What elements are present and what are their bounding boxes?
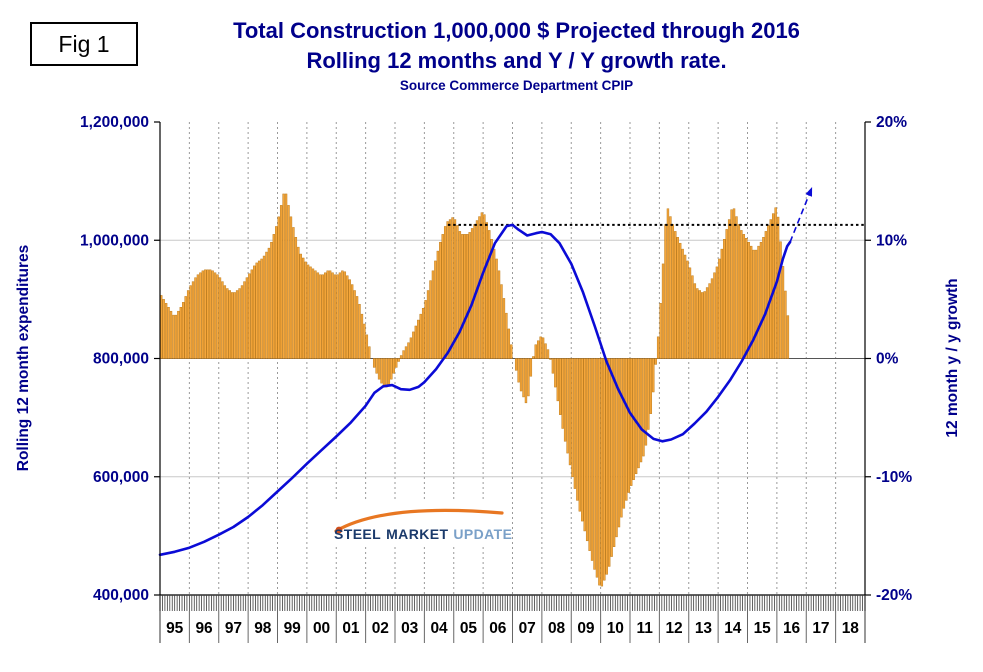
svg-text:15: 15 xyxy=(754,620,772,637)
svg-text:09: 09 xyxy=(577,620,595,637)
svg-text:400,000: 400,000 xyxy=(93,587,149,604)
svg-text:12: 12 xyxy=(665,620,682,637)
svg-text:08: 08 xyxy=(548,620,566,637)
x-axis-year-labels: 95 96 97 98 99 00 01 02 03 04 05 06 07 08 09 10 11 12 13 14… xyxy=(166,620,859,637)
logo-word-steel: STEEL xyxy=(334,526,382,542)
svg-text:-10%: -10% xyxy=(876,469,912,486)
svg-text:96: 96 xyxy=(195,620,213,637)
yoy-growth-bars xyxy=(160,193,790,587)
svg-text:02: 02 xyxy=(372,620,389,637)
logo-word-market: MARKET xyxy=(386,526,449,542)
svg-text:10: 10 xyxy=(607,620,624,637)
svg-text:95: 95 xyxy=(166,620,184,637)
svg-text:17: 17 xyxy=(812,620,829,637)
svg-text:98: 98 xyxy=(254,620,272,637)
svg-text:11: 11 xyxy=(636,620,653,637)
figure-label: Fig 1 xyxy=(30,22,138,66)
right-axis-tick-labels: -20% -10% 0% 10% 20% xyxy=(876,114,912,604)
svg-text:04: 04 xyxy=(430,620,448,637)
svg-text:07: 07 xyxy=(519,620,536,637)
svg-text:14: 14 xyxy=(724,620,742,637)
x-axis-minor-ticks xyxy=(159,595,866,611)
svg-text:06: 06 xyxy=(489,620,507,637)
svg-text:1,200,000: 1,200,000 xyxy=(80,114,149,131)
left-axis-tick-labels: 400,000 600,000 800,000 1,000,000 1,200,000 xyxy=(80,114,149,604)
expenditures-line xyxy=(158,223,792,557)
svg-text:16: 16 xyxy=(783,620,801,637)
svg-text:05: 05 xyxy=(460,620,478,637)
chart-header: Total Construction 1,000,000 $ Projected… xyxy=(60,16,973,93)
x-axis-year-separators xyxy=(159,611,866,643)
svg-text:00: 00 xyxy=(313,620,330,637)
svg-text:1,000,000: 1,000,000 xyxy=(80,232,149,249)
svg-text:99: 99 xyxy=(284,620,302,637)
chart-subtitle: Source Commerce Department CPIP xyxy=(399,78,634,94)
chart-title-line1: Total Construction 1,000,000 $ Projected… xyxy=(233,18,800,43)
svg-text:01: 01 xyxy=(342,620,360,637)
svg-text:10%: 10% xyxy=(876,232,907,249)
logo-text: STEEL MARKET UPDATE xyxy=(334,526,512,542)
logo-word-update: UPDATE xyxy=(453,526,513,542)
steel-market-update-logo: STEEL MARKET UPDATE xyxy=(330,500,512,546)
svg-text:600,000: 600,000 xyxy=(93,469,149,486)
logo-swoosh-dot xyxy=(335,526,343,534)
logo-swoosh-icon xyxy=(334,508,504,534)
svg-text:18: 18 xyxy=(842,620,860,637)
logo-swoosh-path xyxy=(334,508,504,533)
svg-text:800,000: 800,000 xyxy=(93,351,149,368)
svg-text:20%: 20% xyxy=(876,114,907,131)
projection-arrow xyxy=(789,186,813,243)
svg-text:13: 13 xyxy=(695,620,713,637)
svg-text:97: 97 xyxy=(225,620,242,637)
chart-title-line2: Rolling 12 months and Y / Y growth rate. xyxy=(306,47,727,73)
svg-text:0%: 0% xyxy=(876,351,899,368)
svg-text:03: 03 xyxy=(401,620,419,637)
svg-text:-20%: -20% xyxy=(876,587,912,604)
